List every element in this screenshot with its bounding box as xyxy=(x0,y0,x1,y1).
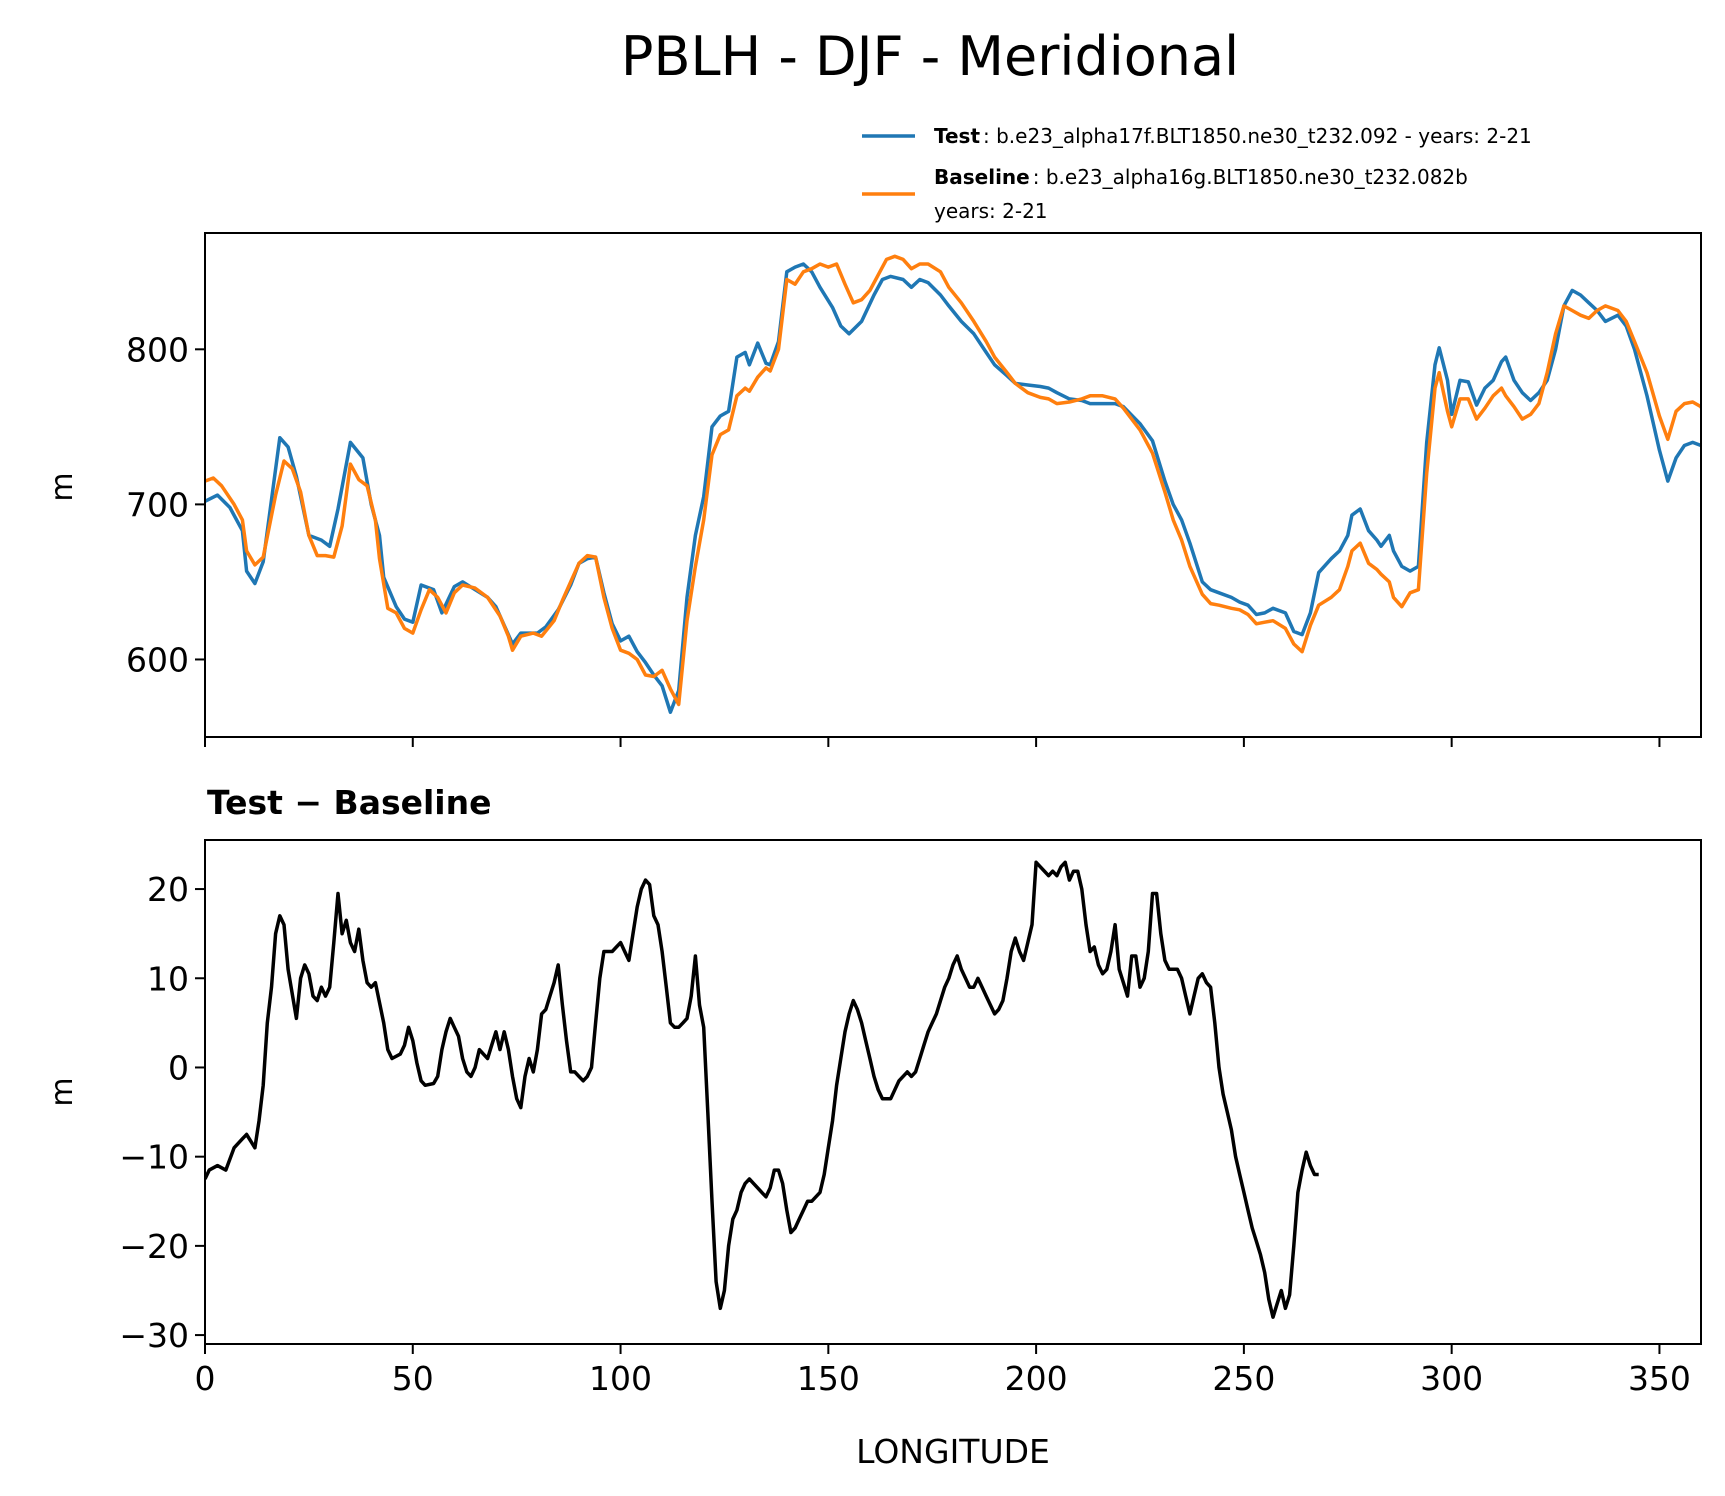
bottom-y-axis-label: m xyxy=(45,1077,80,1106)
bottom-y-tick-label: 0 xyxy=(168,1048,189,1087)
top-panel: 600 700 800 m xyxy=(45,232,1702,747)
series-line-test-baseline xyxy=(205,860,1319,1319)
bottom-y-tick-label: −10 xyxy=(119,1138,189,1177)
top-y-tick-label: 700 xyxy=(126,485,189,524)
bottom-plot-frame xyxy=(204,839,1702,1345)
bottom-y-tick-label: −30 xyxy=(119,1316,189,1355)
top-plot-frame xyxy=(204,232,1702,738)
top-series-group xyxy=(205,254,1701,714)
x-tick-label: 100 xyxy=(589,1359,652,1398)
x-tick-label: 0 xyxy=(195,1359,216,1398)
x-tick-label: 200 xyxy=(1005,1359,1068,1398)
series-line-baseline xyxy=(205,254,1701,707)
bottom-axis-ticks: 0 50 100 150 200 250 300 350 −30 −20 −10 0 10 20 xyxy=(119,870,1691,1398)
top-y-axis-label: m xyxy=(45,472,80,501)
top-axis-ticks: 600 700 800 xyxy=(126,330,1661,747)
legend: Test: b.e23_alpha17f.BLT1850.ne30_t232.0… xyxy=(862,124,1532,223)
legend-baseline-name: Baseline xyxy=(934,165,1030,189)
legend-test-label: Test: b.e23_alpha17f.BLT1850.ne30_t232.0… xyxy=(934,124,1532,148)
difference-subtitle: Test − Baseline xyxy=(207,783,492,822)
bottom-y-tick-label: 10 xyxy=(147,959,189,998)
bottom-panel: Test − Baseline 0 50 100 150 200 250 300 350−30… xyxy=(45,783,1702,1471)
chart-title: PBLH - DJF - Meridional xyxy=(621,25,1239,88)
legend-baseline-label: Baseline: b.e23_alpha16g.BLT1850.ne30_t2… xyxy=(934,165,1468,189)
legend-baseline-line2: years: 2-21 xyxy=(934,199,1048,223)
bottom-series-group xyxy=(205,860,1319,1319)
x-tick-label: 250 xyxy=(1212,1359,1275,1398)
top-y-tick-label: 600 xyxy=(126,640,189,679)
x-tick-label: 50 xyxy=(392,1359,434,1398)
x-tick-label: 350 xyxy=(1628,1359,1691,1398)
legend-test-name: Test xyxy=(934,124,980,148)
legend-baseline-text: : b.e23_alpha16g.BLT1850.ne30_t232.082b xyxy=(1033,165,1468,189)
bottom-y-tick-label: 20 xyxy=(147,870,189,909)
top-y-tick-label: 800 xyxy=(126,330,189,369)
x-axis-label: LONGITUDE xyxy=(856,1432,1050,1471)
x-tick-label: 300 xyxy=(1420,1359,1483,1398)
legend-test-text: : b.e23_alpha17f.BLT1850.ne30_t232.092 -… xyxy=(983,124,1532,148)
x-tick-label: 150 xyxy=(797,1359,860,1398)
bottom-y-tick-label: −20 xyxy=(119,1227,189,1266)
